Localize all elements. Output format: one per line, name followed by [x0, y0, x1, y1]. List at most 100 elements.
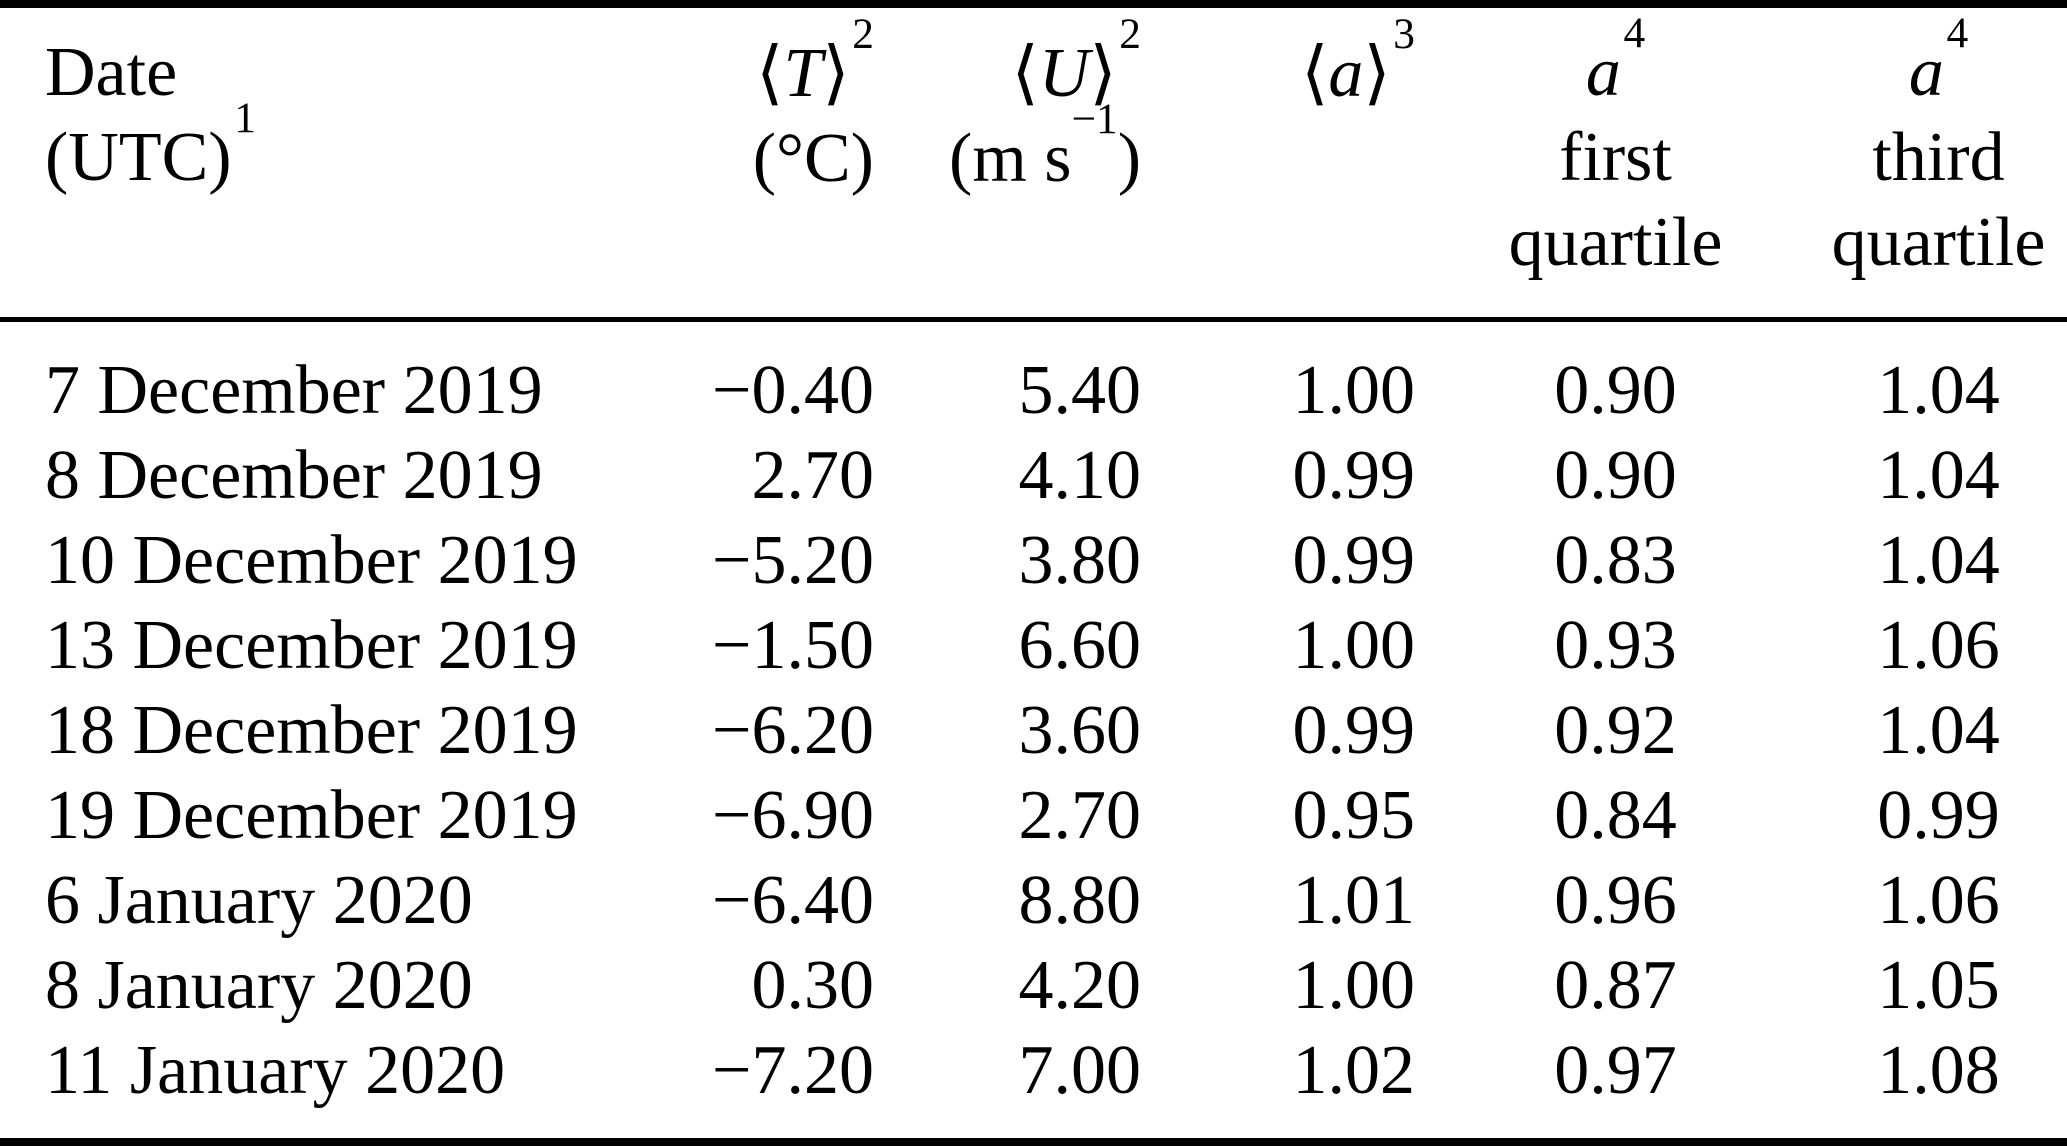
albedo-mean-cell: 1.00	[1292, 352, 1416, 429]
table-row: 6 January 2020 −6.40 8.80 1.01 0.96 1.06	[0, 858, 2067, 943]
albedo-q1-cell: 0.93	[1554, 607, 1677, 684]
wind-cell: 4.20	[1018, 947, 1142, 1024]
albedo-q3-cell: 1.04	[1877, 692, 2000, 769]
var-a: a	[1585, 34, 1621, 111]
header-q3-symbol: a4	[1810, 11, 2067, 115]
col-header-date: Date (UTC)1	[0, 4, 640, 322]
albedo-q3-cell: 1.04	[1877, 522, 2000, 599]
footnote-mark-1: 1	[234, 93, 256, 142]
albedo-q3-cell: 1.08	[1877, 1032, 2000, 1109]
header-q3-line3: quartile	[1831, 204, 2046, 281]
albedo-q1-cell: 0.84	[1554, 777, 1677, 854]
wind-cell: 3.60	[1018, 692, 1142, 769]
var-T: T	[783, 35, 823, 112]
rangle: ⟩	[1363, 31, 1391, 113]
wind-cell: 5.40	[1018, 352, 1142, 429]
albedo-mean-cell: 0.99	[1292, 437, 1416, 514]
albedo-mean-cell: 0.95	[1292, 777, 1416, 854]
footnote-mark-4: 4	[1946, 8, 1969, 57]
date-cell: 6 January 2020	[45, 862, 473, 939]
table-body: 7 December 2019 −0.40 5.40 1.00 0.90 1.0…	[0, 320, 2067, 1143]
albedo-q3-cell: 1.06	[1877, 607, 2000, 684]
header-q3-line2: third	[1872, 119, 2005, 196]
albedo-mean-cell: 1.02	[1292, 1032, 1416, 1109]
temp-cell: −1.50	[712, 607, 874, 684]
table-row: 11 January 2020 −7.20 7.00 1.02 0.97 1.0…	[0, 1028, 2067, 1142]
temp-cell: −7.20	[712, 1032, 874, 1109]
table-header: Date (UTC)1 ⟨T⟩2 (°C) ⟨U⟩2 (m s−1) ⟨a⟩3 …	[0, 4, 2067, 322]
albedo-q3-cell: 1.04	[1877, 437, 2000, 514]
col-header-wind: ⟨U⟩2 (m s−1)	[880, 4, 1147, 322]
unit-exponent: −1	[1071, 94, 1118, 143]
wind-cell: 2.70	[1018, 777, 1142, 854]
date-cell: 18 December 2019	[45, 692, 578, 769]
header-q1-symbol: a4	[1421, 11, 1810, 115]
temp-cell: −5.20	[712, 522, 874, 599]
albedo-mean-cell: 0.99	[1292, 692, 1416, 769]
date-cell: 10 December 2019	[45, 522, 578, 599]
header-wind-symbol: ⟨U⟩2	[880, 12, 1147, 116]
albedo-mean-cell: 0.99	[1292, 522, 1416, 599]
albedo-q1-cell: 0.90	[1554, 352, 1677, 429]
temp-cell: −0.40	[712, 352, 874, 429]
table-row: 18 December 2019 −6.20 3.60 0.99 0.92 1.…	[0, 688, 2067, 773]
footnote-mark-2: 2	[852, 9, 874, 58]
col-header-albedo-q3: a4 third quartile	[1810, 4, 2067, 322]
temp-cell: −6.90	[712, 777, 874, 854]
footnote-mark-2: 2	[1119, 9, 1141, 58]
var-a: a	[1908, 34, 1944, 111]
albedo-mean-cell: 1.00	[1292, 607, 1416, 684]
rangle: ⟩	[822, 31, 850, 113]
date-cell: 11 January 2020	[45, 1032, 506, 1109]
albedo-q1-cell: 0.92	[1554, 692, 1677, 769]
footnote-mark-4: 4	[1623, 8, 1646, 57]
albedo-q1-cell: 0.87	[1554, 947, 1677, 1024]
date-cell: 7 December 2019	[45, 352, 543, 429]
albedo-q1-cell: 0.83	[1554, 522, 1677, 599]
var-a: a	[1328, 35, 1364, 112]
header-wind-unit: (m s−1)	[880, 97, 1147, 201]
header-temp-symbol: ⟨T⟩2	[640, 12, 880, 116]
var-U: U	[1038, 35, 1090, 112]
wind-cell: 6.60	[1018, 607, 1142, 684]
unit-pre: (m s	[949, 120, 1072, 197]
wind-cell: 7.00	[1018, 1032, 1142, 1109]
table-row: 8 December 2019 2.70 4.10 0.99 0.90 1.04	[0, 433, 2067, 518]
albedo-mean-cell: 1.00	[1292, 947, 1416, 1024]
albedo-q3-cell: 1.05	[1877, 947, 2000, 1024]
albedo-q1-cell: 0.96	[1554, 862, 1677, 939]
wind-cell: 4.10	[1018, 437, 1142, 514]
header-temp-unit: (°C)	[752, 120, 874, 197]
header-q1-line3: quartile	[1508, 204, 1723, 281]
table-row: 7 December 2019 −0.40 5.40 1.00 0.90 1.0…	[0, 320, 2067, 434]
table-row: 8 January 2020 0.30 4.20 1.00 0.87 1.05	[0, 943, 2067, 1028]
header-albedo-symbol: ⟨a⟩3	[1147, 12, 1421, 116]
col-header-albedo-q1: a4 first quartile	[1421, 4, 1810, 322]
langle: ⟨	[1301, 31, 1329, 113]
header-date-line1: Date	[45, 34, 178, 111]
unit-post: )	[1117, 120, 1141, 197]
footnote-mark-3: 3	[1393, 9, 1415, 58]
col-header-temperature: ⟨T⟩2 (°C)	[640, 4, 880, 322]
rangle: ⟩	[1089, 31, 1117, 113]
langle: ⟨	[1011, 31, 1039, 113]
date-cell: 8 January 2020	[45, 947, 473, 1024]
albedo-q3-cell: 1.04	[1877, 352, 2000, 429]
albedo-q1-cell: 0.90	[1554, 437, 1677, 514]
date-cell: 13 December 2019	[45, 607, 578, 684]
date-cell: 8 December 2019	[45, 437, 543, 514]
temp-cell: 2.70	[751, 437, 875, 514]
table-row: 13 December 2019 −1.50 6.60 1.00 0.93 1.…	[0, 603, 2067, 688]
col-header-albedo-mean: ⟨a⟩3	[1147, 4, 1421, 322]
albedo-q3-cell: 1.06	[1877, 862, 2000, 939]
temp-cell: −6.40	[712, 862, 874, 939]
wind-cell: 3.80	[1018, 522, 1142, 599]
albedo-q1-cell: 0.97	[1554, 1032, 1677, 1109]
table-row: 19 December 2019 −6.90 2.70 0.95 0.84 0.…	[0, 773, 2067, 858]
table-row: 10 December 2019 −5.20 3.80 0.99 0.83 1.…	[0, 518, 2067, 603]
albedo-mean-cell: 1.01	[1292, 862, 1416, 939]
langle: ⟨	[756, 31, 784, 113]
header-q1-line2: first	[1559, 119, 1672, 196]
date-cell: 19 December 2019	[45, 777, 578, 854]
